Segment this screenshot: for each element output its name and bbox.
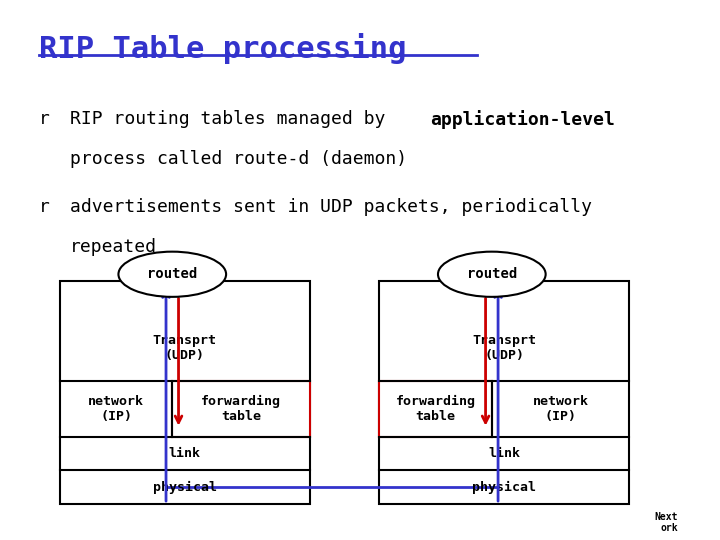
Text: routed: routed [147,267,197,281]
Ellipse shape [118,252,226,297]
Text: r: r [39,198,50,216]
Text: Transprt
(UDP): Transprt (UDP) [472,334,536,362]
Text: RIP Table processing: RIP Table processing [39,33,406,64]
Text: forwarding
table: forwarding table [395,395,475,423]
Text: network
(IP): network (IP) [88,395,144,423]
Text: link: link [168,447,201,460]
Text: application-level: application-level [430,111,615,130]
Text: repeated: repeated [70,238,157,256]
Bar [379,281,629,504]
Bar [379,381,492,437]
Text: link: link [488,447,521,460]
Text: physical: physical [153,481,217,494]
Text: RIP routing tables managed by: RIP routing tables managed by [70,111,397,129]
Text: process called route-d (daemon): process called route-d (daemon) [70,150,408,168]
Ellipse shape [438,252,546,297]
Bar [60,281,310,504]
Text: r: r [39,111,50,129]
Text: routed: routed [467,267,517,281]
Bar [172,381,310,437]
Text: physical: physical [472,481,536,494]
Text: Next
ork: Next ork [654,511,678,533]
Text: Transprt
(UDP): Transprt (UDP) [153,334,217,362]
Text: network
(IP): network (IP) [533,395,588,423]
Text: forwarding
table: forwarding table [201,395,281,423]
Text: advertisements sent in UDP packets, periodically: advertisements sent in UDP packets, peri… [70,198,592,216]
